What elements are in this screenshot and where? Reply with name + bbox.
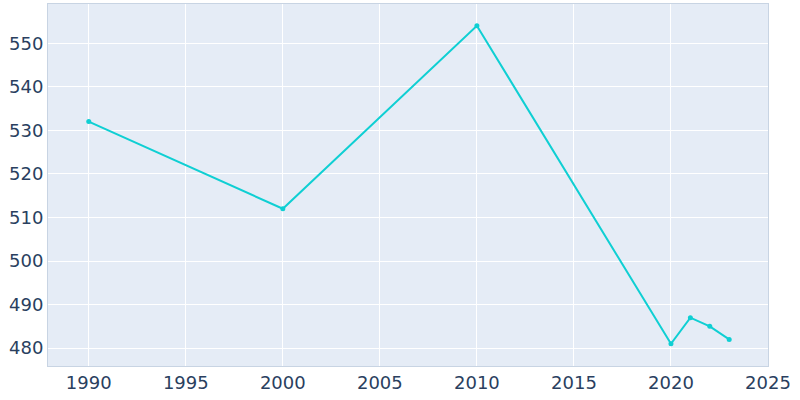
svg-text:550: 550 <box>9 33 43 54</box>
svg-text:510: 510 <box>9 207 43 228</box>
svg-text:1995: 1995 <box>163 372 209 393</box>
svg-text:2005: 2005 <box>357 372 403 393</box>
svg-text:480: 480 <box>9 337 43 358</box>
svg-text:490: 490 <box>9 294 43 315</box>
svg-text:530: 530 <box>9 120 43 141</box>
svg-text:2020: 2020 <box>648 372 694 393</box>
svg-text:540: 540 <box>9 76 43 97</box>
svg-text:520: 520 <box>9 163 43 184</box>
svg-text:2015: 2015 <box>551 372 597 393</box>
svg-text:500: 500 <box>9 250 43 271</box>
svg-text:2000: 2000 <box>260 372 306 393</box>
svg-text:1990: 1990 <box>66 372 112 393</box>
svg-text:2010: 2010 <box>454 372 500 393</box>
svg-text:2025: 2025 <box>745 372 791 393</box>
